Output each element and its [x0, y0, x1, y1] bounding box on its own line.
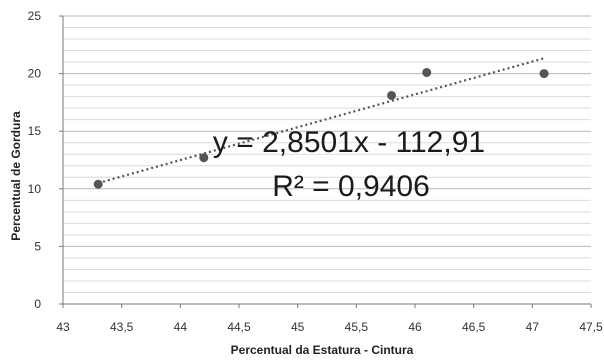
data-points: [93, 67, 549, 189]
x-tick-label: 46: [408, 320, 422, 334]
y-tick-label: 25: [28, 9, 42, 23]
axes: [59, 15, 592, 308]
trendline: [97, 57, 545, 185]
data-point: [199, 153, 209, 163]
x-tick-label: 44,5: [227, 320, 251, 334]
data-point: [387, 90, 397, 100]
r-squared-label: R² = 0,9406: [272, 170, 430, 203]
x-tick-label: 44: [174, 320, 188, 334]
x-tick-label: 47,5: [579, 320, 603, 334]
data-point: [422, 67, 432, 77]
trendline-equation: y = 2,8501x - 112,91: [213, 126, 485, 159]
data-point: [539, 69, 549, 79]
data-point: [93, 179, 103, 189]
trendline-path: [97, 57, 545, 185]
y-tick-label: 15: [28, 124, 42, 138]
y-tick-label: 0: [34, 297, 41, 311]
x-tick-label: 46,5: [462, 320, 486, 334]
x-tick-label: 47: [526, 320, 540, 334]
x-tick-label: 43,5: [110, 320, 134, 334]
x-tick-label: 45: [291, 320, 305, 334]
y-tick-label: 5: [34, 239, 41, 253]
x-tick-labels: 43 43,5 44 44,5 45 45,5 46 46,5 47 47,5: [56, 320, 603, 334]
y-tick-label: 20: [28, 67, 42, 81]
x-axis-title: Percentual da Estatura - Cintura: [231, 343, 414, 357]
y-tick-labels: 0 5 10 15 20 25: [28, 9, 42, 311]
x-tick-label: 43: [56, 320, 70, 334]
gridlines: [63, 15, 591, 305]
y-tick-label: 10: [28, 182, 42, 196]
y-axis-title: Percentual de Gordura: [9, 111, 23, 241]
x-tick-label: 45,5: [345, 320, 369, 334]
